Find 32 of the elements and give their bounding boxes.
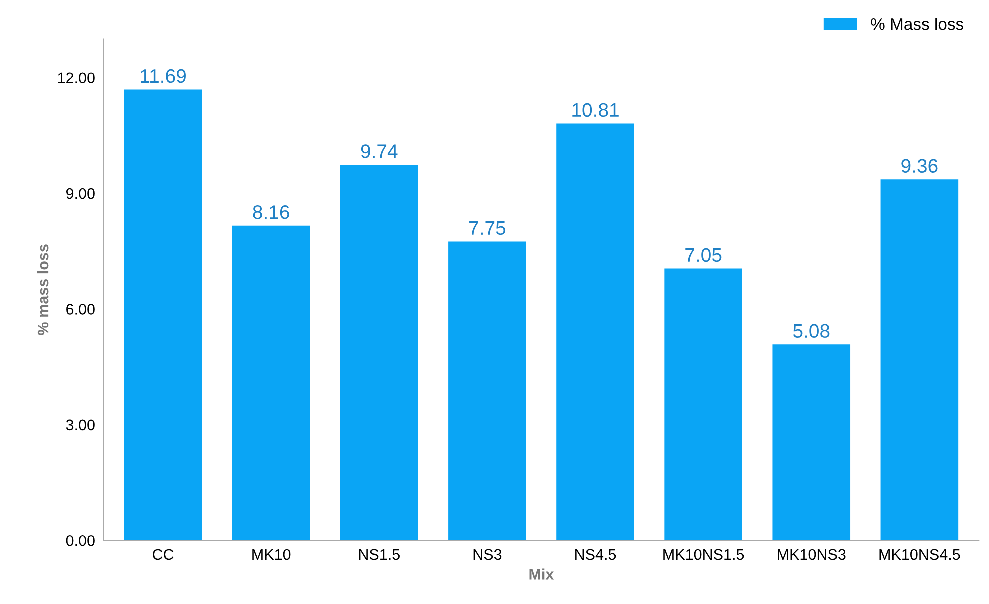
x-tick-label: NS4.5 [576,549,616,560]
y-tick-label: 9.00 [66,188,95,200]
bar [232,226,310,541]
data-label: 9.74 [361,144,398,158]
data-label: 8.16 [253,206,290,220]
y-tick-label: 12.00 [58,72,95,84]
bar [880,180,959,541]
data-label: 9.36 [902,159,938,174]
legend-label: % Mass loss [871,18,964,30]
y-tick-label: 6.00 [66,304,95,315]
data-label: 10.81 [572,103,619,118]
bar [772,344,851,541]
x-tick-label: MK10NS4.5 [880,549,960,560]
bar [448,242,526,541]
y-tick-label: 3.00 [66,420,95,431]
y-axis-title: % mass loss [37,244,49,336]
data-label: 7.05 [686,248,722,262]
bar [124,90,202,541]
y-tick-label: 0.00 [66,535,95,546]
x-axis-title: Mix [530,568,554,580]
x-tick-label: NS1.5 [359,549,400,560]
bar [664,268,742,541]
x-tick-label: CC [153,549,174,560]
x-tick-label: MK10 [252,549,291,560]
data-label: 5.08 [793,324,830,338]
data-label: 11.69 [141,69,186,84]
bar [340,164,418,541]
bar [556,124,634,541]
data-label: 7.75 [470,222,506,236]
x-tick-label: NS3 [474,549,502,560]
x-tick-label: MK10NS3 [778,549,846,560]
x-tick-label: MK10NS1.5 [664,549,744,560]
